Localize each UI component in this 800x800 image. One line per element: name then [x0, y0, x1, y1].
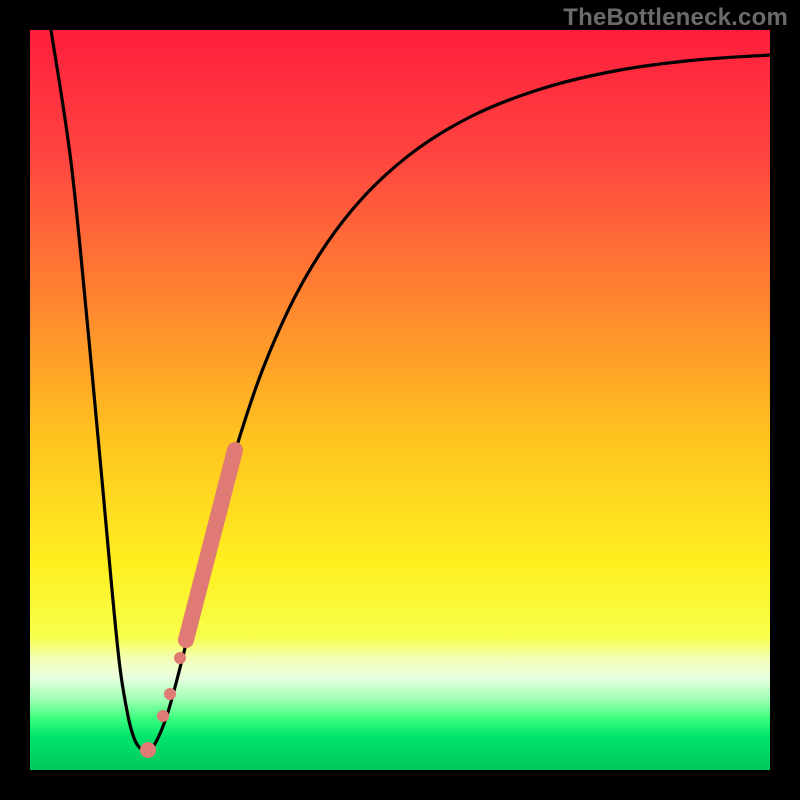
- marker-dot: [140, 742, 156, 758]
- marker-dot: [174, 652, 186, 664]
- marker-dot: [157, 710, 169, 722]
- watermark-label: TheBottleneck.com: [563, 4, 788, 32]
- marker-dot: [164, 688, 176, 700]
- bottleneck-chart: [0, 0, 800, 800]
- chart-stage: TheBottleneck.com: [0, 0, 800, 800]
- gradient-plot-background: [30, 30, 770, 770]
